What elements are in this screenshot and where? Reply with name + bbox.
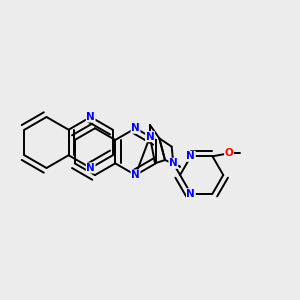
Text: N: N: [146, 132, 154, 142]
Text: N: N: [187, 151, 195, 161]
Text: N: N: [86, 112, 95, 122]
Text: N: N: [131, 123, 140, 133]
Text: N: N: [187, 189, 195, 199]
Text: O: O: [225, 148, 233, 158]
Text: N: N: [131, 170, 140, 180]
Text: N: N: [86, 163, 95, 173]
Text: N: N: [169, 158, 178, 168]
